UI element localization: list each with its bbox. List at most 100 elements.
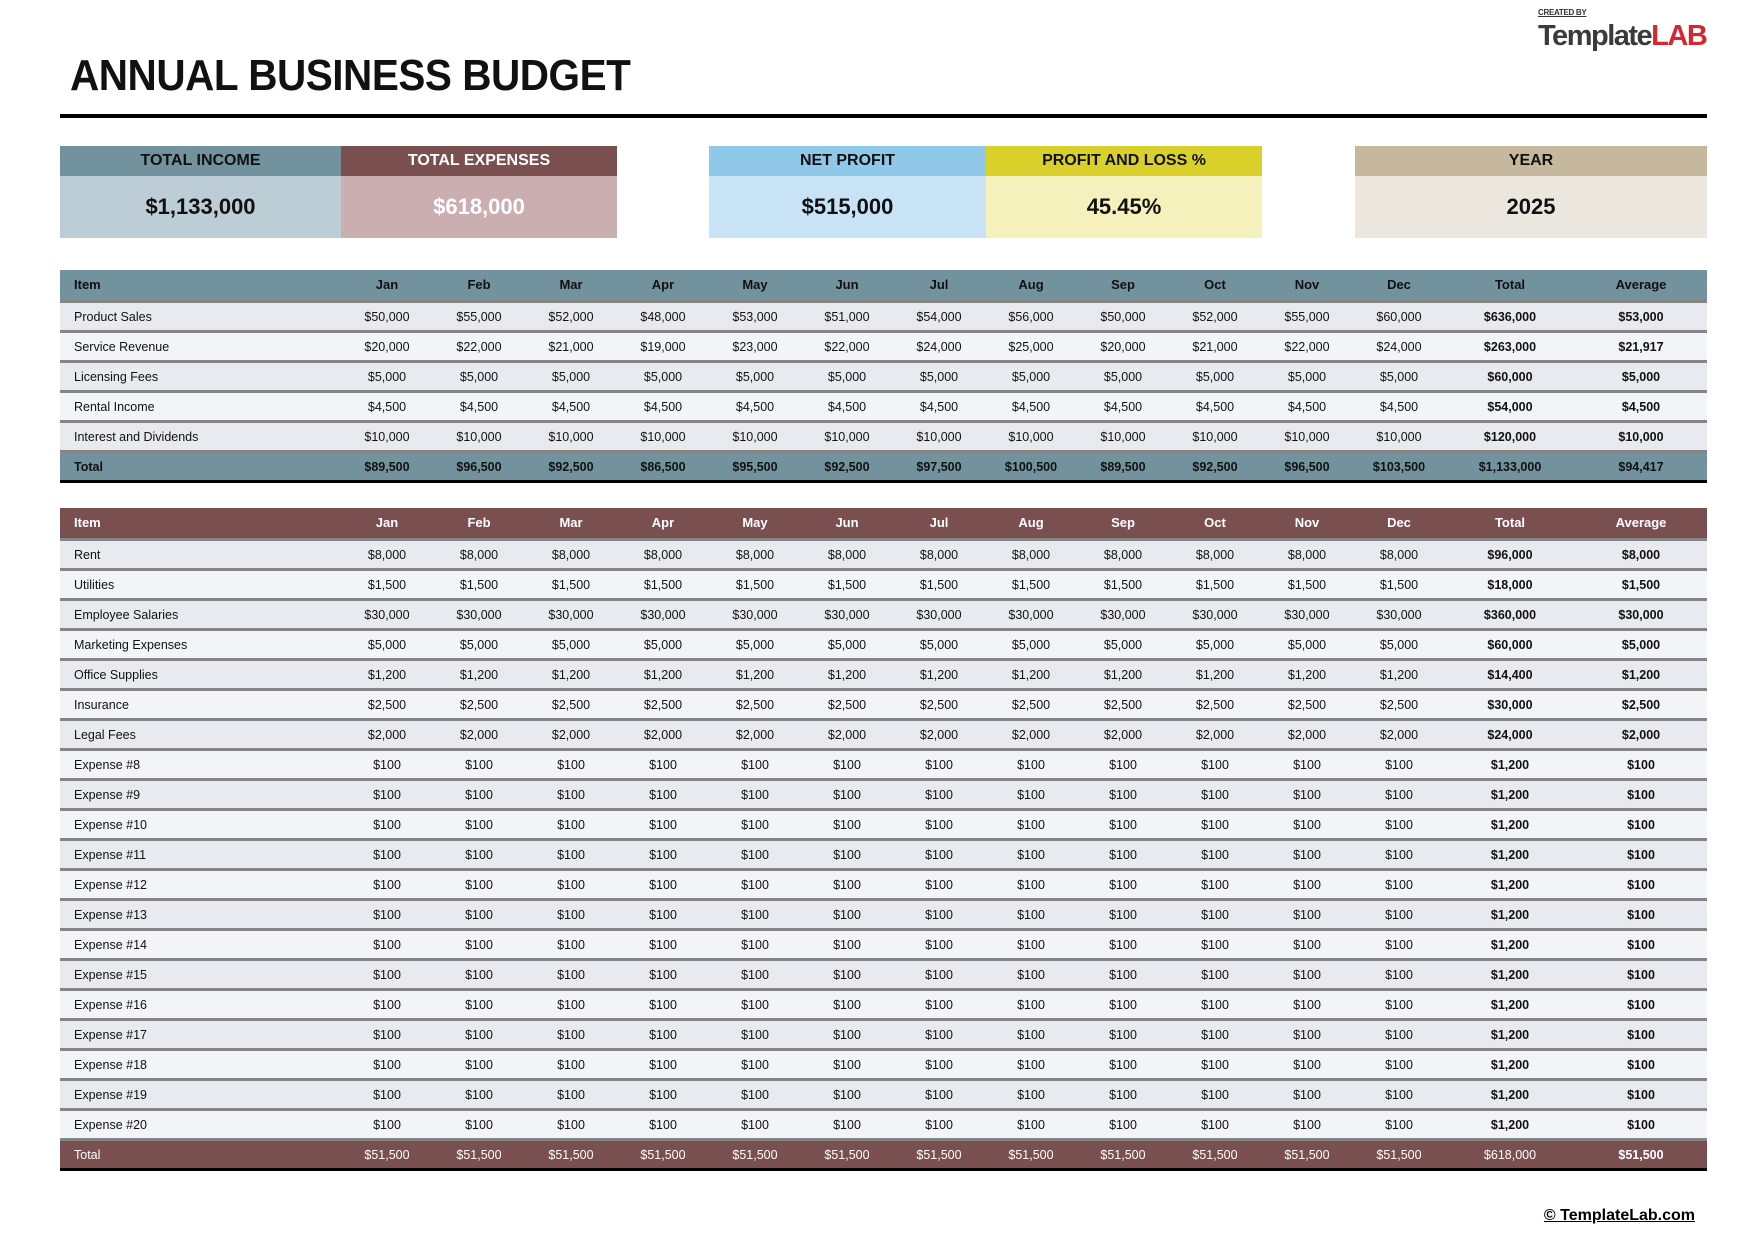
total-value: $96,500 [433,450,525,483]
cell-value: $60,000 [1445,360,1575,390]
table-row: Expense #13 $100 $100 $100 $100 $100 $100 $100 $… [60,898,1707,928]
cell-value: $100 [801,988,893,1018]
cell-value: $1,200 [1445,1048,1575,1078]
cell-value: $100 [1575,1048,1707,1078]
cell-value: $100 [433,778,525,808]
cell-value: $1,500 [1575,568,1707,598]
cell-value: $100 [433,988,525,1018]
cell-value: $100 [801,838,893,868]
cell-value: $1,200 [893,658,985,688]
cell-value: $100 [617,1048,709,1078]
column-header: Jun [801,270,893,300]
cell-value: $10,000 [893,420,985,450]
cell-value: $4,500 [433,390,525,420]
row-label: Rent [60,538,341,568]
cell-value: $100 [801,928,893,958]
cell-value: $54,000 [893,300,985,330]
cell-value: $10,000 [433,420,525,450]
cell-value: $100 [617,1078,709,1108]
cell-value: $100 [1353,958,1445,988]
cell-value: $1,500 [433,568,525,598]
cell-value: $100 [525,1108,617,1138]
total-value: $89,500 [341,450,433,483]
cell-value: $4,500 [1169,390,1261,420]
table-row: Expense #19 $100 $100 $100 $100 $100 $100 $100 $… [60,1078,1707,1108]
cell-value: $100 [1261,748,1353,778]
cell-value: $100 [1353,868,1445,898]
total-value: $51,500 [525,1138,617,1171]
cell-value: $8,000 [1077,538,1169,568]
cell-value: $100 [1077,898,1169,928]
cell-value: $2,000 [617,718,709,748]
cell-value: $100 [801,1018,893,1048]
cell-value: $100 [985,838,1077,868]
cell-value: $10,000 [341,420,433,450]
column-header: Sep [1077,270,1169,300]
cell-value: $2,500 [985,688,1077,718]
cell-value: $100 [893,988,985,1018]
column-header: Jul [893,508,985,538]
total-value: $89,500 [1077,450,1169,483]
cell-value: $100 [433,1078,525,1108]
column-header: Total [1445,270,1575,300]
cell-value: $30,000 [893,598,985,628]
cell-value: $2,000 [1575,718,1707,748]
cell-value: $100 [709,1108,801,1138]
cell-value: $100 [525,808,617,838]
cell-value: $100 [1077,988,1169,1018]
table-row: Insurance $2,500 $2,500 $2,500 $2,500 $2,500 $… [60,688,1707,718]
cell-value: $100 [893,748,985,778]
cell-value: $100 [1169,1078,1261,1108]
table-row: Expense #17 $100 $100 $100 $100 $100 $100 $100 $… [60,1018,1707,1048]
cell-value: $5,000 [709,628,801,658]
cell-value: $1,200 [1445,1108,1575,1138]
cell-value: $8,000 [1575,538,1707,568]
cell-value: $2,500 [893,688,985,718]
table-row: Rental Income $4,500 $4,500 $4,500 $4,500 $4,… [60,390,1707,420]
table-row: Expense #11 $100 $100 $100 $100 $100 $100 $100 $… [60,838,1707,868]
cell-value: $51,000 [801,300,893,330]
cell-value: $100 [617,868,709,898]
cell-value: $5,000 [801,628,893,658]
cell-value: $100 [525,838,617,868]
year-value: 2025 [1355,176,1707,238]
cell-value: $25,000 [985,330,1077,360]
cell-value: $10,000 [1077,420,1169,450]
cell-value: $100 [1353,808,1445,838]
cell-value: $100 [1575,1018,1707,1048]
cell-value: $100 [893,1078,985,1108]
cell-value: $24,000 [1353,330,1445,360]
cell-value: $21,000 [1169,330,1261,360]
total-value: $51,500 [893,1138,985,1171]
cell-value: $1,500 [709,568,801,598]
cell-value: $100 [985,1018,1077,1048]
cell-value: $8,000 [1353,538,1445,568]
cell-value: $1,200 [1445,988,1575,1018]
cell-value: $100 [1575,958,1707,988]
cell-value: $100 [1261,928,1353,958]
cell-value: $23,000 [709,330,801,360]
cell-value: $1,200 [1445,928,1575,958]
row-label: Expense #16 [60,988,341,1018]
cell-value: $10,000 [1261,420,1353,450]
cell-value: $100 [801,1108,893,1138]
cell-value: $1,200 [525,658,617,688]
cell-value: $2,500 [1077,688,1169,718]
net-profit-card: NET PROFIT $515,000 [709,146,986,238]
cell-value: $4,500 [1261,390,1353,420]
templatelab-logo: CREATED BY TemplateLAB [1538,8,1748,56]
cell-value: $5,000 [525,360,617,390]
cell-value: $53,000 [1575,300,1707,330]
cell-value: $1,500 [1077,568,1169,598]
table-row: Marketing Expenses $5,000 $5,000 $5,000 $5,0… [60,628,1707,658]
row-label: Insurance [60,688,341,718]
cell-value: $30,000 [1353,598,1445,628]
row-label: Service Revenue [60,330,341,360]
templatelab-link[interactable]: © TemplateLab.com [1543,1207,1695,1224]
row-label: Expense #17 [60,1018,341,1048]
cell-value: $100 [1169,778,1261,808]
cell-value: $100 [617,808,709,838]
table-row: Service Revenue $20,000 $22,000 $21,000 $19,… [60,330,1707,360]
cell-value: $2,500 [1575,688,1707,718]
table-row: Product Sales $50,000 $55,000 $52,000 $48,00… [60,300,1707,330]
